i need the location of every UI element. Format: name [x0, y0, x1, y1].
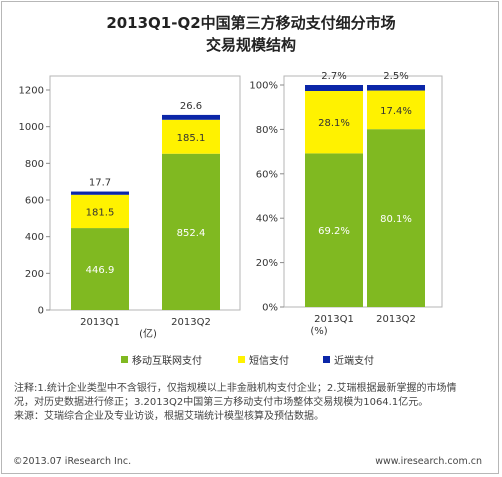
bar-segment — [305, 85, 363, 91]
y-tick-label: 100% — [249, 81, 278, 92]
data-label: 2.7% — [321, 71, 346, 82]
legend-item-sms: 短信支付 — [238, 352, 289, 367]
y-tick-label: 800 — [25, 159, 44, 170]
legend-item-proximity: 近端支付 — [323, 352, 374, 367]
y-tick-label: 600 — [25, 196, 44, 207]
legend-label: 近端支付 — [334, 356, 374, 367]
data-label: 28.1% — [318, 118, 350, 129]
data-label: 69.2% — [318, 226, 350, 237]
y-tick-label: 0% — [262, 303, 278, 314]
y-tick-label: 80% — [256, 125, 278, 136]
data-label: 26.6 — [180, 101, 202, 112]
legend-item-mobile-internet: 移动互联网支付 — [121, 352, 202, 367]
y-tick-label: 0 — [38, 306, 44, 317]
data-label: 2.5% — [383, 71, 408, 82]
note-line: 注释:1.统计企业类型中不含银行，仅指规模以上非金融机构支付企业；2.艾瑞根据最… — [14, 383, 457, 394]
data-label: 852.4 — [177, 228, 206, 239]
data-label: 181.5 — [86, 207, 115, 218]
x-tick-label: 2013Q2 — [171, 317, 211, 328]
chart-subtitle: 交易规模结构 — [205, 36, 296, 54]
y-tick-label: 1000 — [19, 122, 44, 133]
y-tick-label: 400 — [25, 232, 44, 243]
y-tick-label: 1200 — [19, 86, 44, 97]
x-tick-label: 2013Q1 — [80, 317, 120, 328]
data-label: 80.1% — [380, 214, 412, 225]
legend-label: 短信支付 — [249, 356, 289, 367]
legend-swatch-blue — [323, 356, 330, 363]
x-tick-label: 2013Q1 — [314, 314, 354, 325]
notes: 注释:1.统计企业类型中不含银行，仅指规模以上非金融机构支付企业；2.艾瑞根据最… — [14, 382, 490, 424]
note-line: 况，对历史数据进行修正；3.2013Q2中国第三方移动支付市场整体交易规模为10… — [14, 397, 429, 408]
y-tick-label: 200 — [25, 269, 44, 280]
bar-segment — [162, 114, 220, 120]
unit-label: (%) — [310, 326, 327, 337]
bar-segment — [71, 191, 129, 195]
legend-swatch-yellow — [238, 356, 245, 363]
bar-segment — [305, 90, 363, 154]
data-label: 17.4% — [380, 106, 412, 117]
data-label: 17.7 — [89, 178, 111, 189]
legend-label: 移动互联网支付 — [132, 356, 202, 367]
bar-segment — [71, 194, 129, 229]
legend-swatch-green — [121, 356, 128, 363]
y-tick-label: 40% — [256, 214, 278, 225]
source-line: 来源：艾瑞综合企业及专业访谈，根据艾瑞统计模型核算及预估数据。 — [14, 411, 324, 422]
bar-segment — [162, 153, 220, 310]
data-label: 446.9 — [86, 265, 115, 276]
data-label: 185.1 — [177, 133, 206, 144]
bar-segment — [162, 119, 220, 154]
website-url: www.iresearch.com.cn — [375, 456, 482, 467]
copyright: ©2013.07 iResearch Inc. — [13, 456, 132, 467]
chart-title: 2013Q1-Q2中国第三方移动支付细分市场 — [106, 14, 396, 32]
bar-segment — [367, 85, 425, 91]
y-tick-label: 60% — [256, 169, 278, 180]
bar-segment — [367, 90, 425, 130]
bar-segment — [305, 153, 363, 307]
bar-segment — [367, 129, 425, 307]
unit-label: (亿) — [139, 327, 157, 340]
y-tick-label: 20% — [256, 258, 278, 269]
plot-area — [49, 75, 241, 311]
x-tick-label: 2013Q2 — [376, 314, 416, 325]
bar-segment — [71, 228, 129, 310]
